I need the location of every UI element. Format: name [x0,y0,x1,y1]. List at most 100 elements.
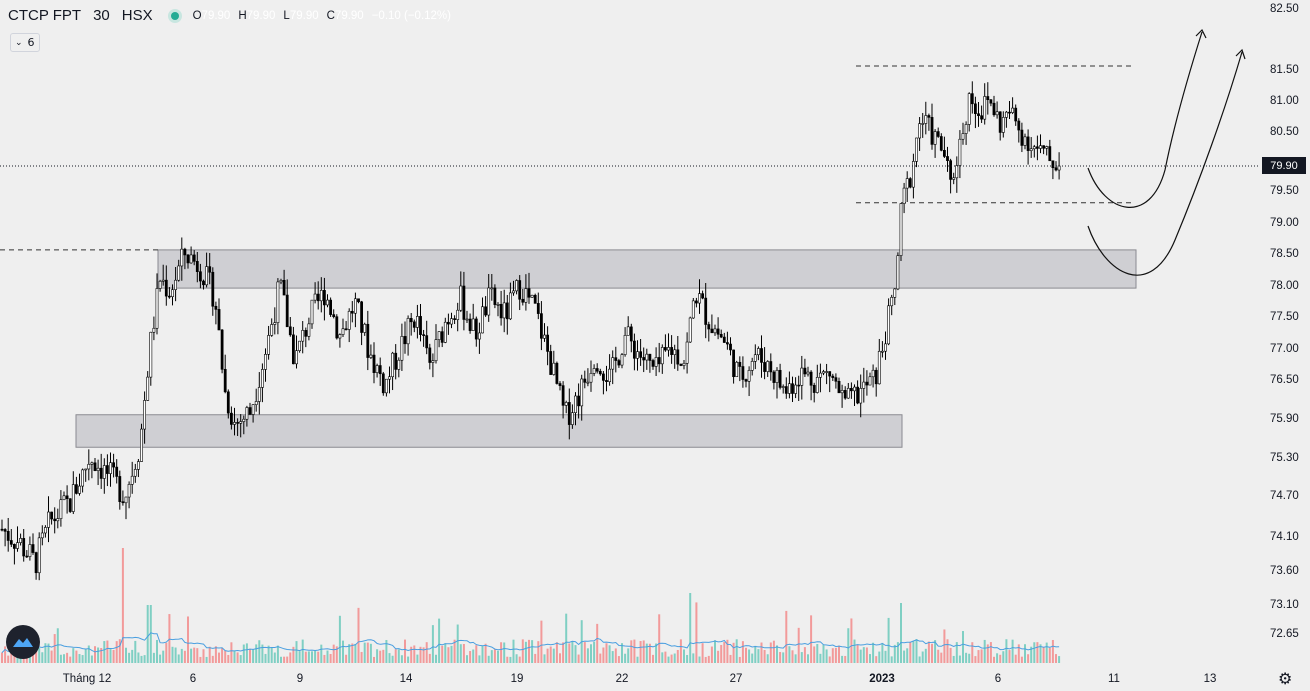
candle-body [471,318,475,331]
candle-body [127,484,131,498]
volume-bar [391,655,394,663]
volume-bar [311,651,313,663]
candle-body [171,289,174,297]
tradingview-logo-icon[interactable] [6,625,40,659]
volume-bar [896,642,899,663]
volume-bar [834,647,837,663]
volume-bar [909,641,912,663]
arrow-head-icon [1195,28,1207,39]
volume-bar [946,639,949,663]
volume-bar [807,654,809,663]
volume-bar [729,654,732,663]
candle-body [722,336,726,343]
x-tick-label: 11 [1108,673,1120,685]
candle-body [772,371,776,383]
candle-body [267,335,271,355]
candle-body [828,371,832,377]
candle-body [716,328,720,335]
volume-bar [865,647,868,663]
volume-bar [952,655,955,663]
volume-bar [156,639,158,663]
volume-bar [295,641,298,663]
candle-body [164,279,168,297]
volume-bar [345,654,348,663]
symbol-interval[interactable]: 30 [93,7,110,24]
candle-body [1042,145,1046,149]
candle-body [440,331,444,343]
candle-body [1048,146,1052,162]
volume-bar [332,644,335,663]
candle-body [446,321,450,325]
volume-bar [400,655,403,663]
volume-bar [875,656,878,663]
volume-bar [955,642,958,663]
volume-bar [301,639,304,663]
volume-bar [273,652,276,663]
candle-body [326,299,329,306]
indicator-toggle-button[interactable]: ⌄ 6 [10,33,40,52]
candle-body [106,465,109,474]
volume-bar [602,647,605,663]
candle-body [316,293,320,302]
candle-body [766,361,770,372]
volume-bar [772,640,775,663]
candle-body [663,347,667,351]
symbol-legend[interactable]: CTCP FPT 30 HSX O79.90 H79.90 L79.90 C79… [8,7,459,24]
resistance-zone[interactable] [157,249,1137,289]
volume-bar [264,653,267,663]
candle-body [397,359,401,370]
y-tick-label: 82.50 [1270,3,1299,15]
volume-bar [469,651,472,663]
volume-bar [484,643,487,663]
volume-bar [431,625,434,663]
volume-bar [676,650,679,663]
volume-bar [211,655,214,663]
volume-bar [943,629,946,663]
volume-bar [236,652,239,663]
candle-body [961,133,965,140]
volume-bar [59,654,62,663]
volume-bar [109,649,112,663]
candle-body [254,401,258,405]
candle-body [667,347,670,351]
forecast-arrow-upper[interactable] [1087,31,1203,208]
volume-bar [183,650,186,663]
candle-body [803,367,807,375]
volume-bar [444,643,447,663]
volume-bar [78,654,81,663]
candle-body [908,178,912,188]
candle-body [577,395,581,407]
volume-bar [695,602,698,663]
candle-body [685,341,689,364]
candle-body [381,373,385,394]
candle-body [84,468,88,471]
volume-bar [1008,650,1011,663]
volume-bar [1045,642,1048,663]
candle-body [1039,145,1042,149]
volume-bar [884,650,887,663]
volume-bar [149,605,152,663]
volume-bar [115,641,118,663]
candle-body [862,381,866,389]
candle-body [363,323,367,333]
volume-bar [673,653,676,663]
gear-icon[interactable]: ⚙ [1278,669,1293,688]
candle-body [589,373,593,383]
x-tick-label: 9 [297,673,303,685]
support-zone[interactable] [75,414,903,448]
candle-body [595,368,599,372]
candle-body [648,353,652,361]
volume-bar [261,644,264,663]
volume-bar [1027,654,1030,663]
volume-bar [35,644,38,663]
candle-body [133,469,137,477]
volume-bar [190,648,193,663]
candle-body [453,318,457,320]
volume-bar [379,650,382,663]
candle-body [481,306,484,334]
volume-bar [466,655,468,663]
volume-bar [286,656,289,663]
forecast-arrow-lower[interactable] [1087,51,1243,276]
